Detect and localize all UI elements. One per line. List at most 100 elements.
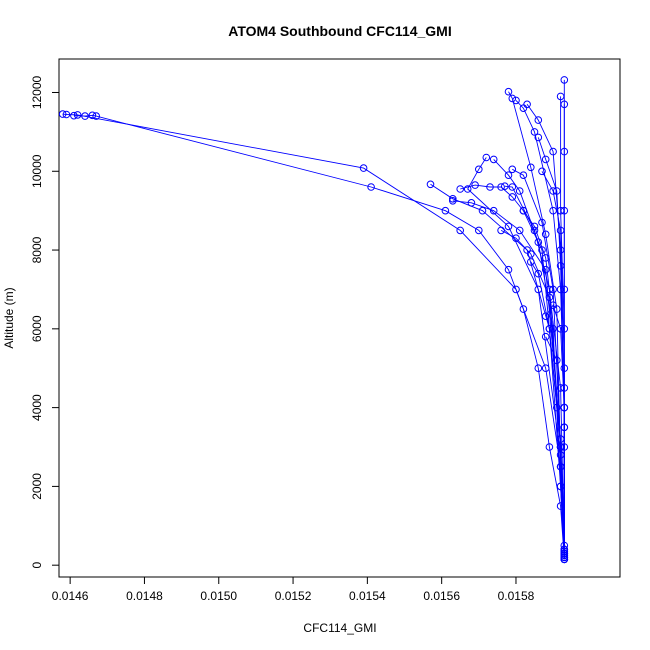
x-tick-label: 0.0150 <box>200 589 237 603</box>
x-axis: 0.0146 0.0148 0.0150 0.0152 0.0154 0.0156 0.01… <box>52 576 535 603</box>
data-point <box>545 443 554 451</box>
data-point <box>62 110 71 119</box>
series-line <box>530 261 565 556</box>
data-point <box>504 222 513 231</box>
data-point <box>449 197 457 205</box>
data-point <box>560 384 569 392</box>
data-point <box>478 206 487 215</box>
y-tick-label: 2000 <box>30 473 44 500</box>
x-tick-label: 0.0148 <box>126 589 163 603</box>
series-line <box>508 91 565 554</box>
chart-title: ATOM4 Southbound CFC114_GMI <box>228 23 452 39</box>
data-point <box>70 111 78 120</box>
data-point <box>58 110 67 118</box>
data-point <box>456 226 465 235</box>
data-point <box>534 364 543 373</box>
data-point <box>530 222 539 231</box>
data-point <box>538 167 546 176</box>
data-point <box>489 155 498 164</box>
data-point <box>508 165 517 174</box>
data-point <box>549 187 557 195</box>
data-point <box>471 181 479 189</box>
y-tick-label: 4000 <box>30 394 44 421</box>
data-point <box>549 301 557 310</box>
data-point <box>475 165 483 174</box>
data-point <box>497 183 505 191</box>
data-point <box>556 443 565 451</box>
data-point <box>512 96 520 105</box>
data-point <box>359 164 368 172</box>
y-tick-label: 10000 <box>30 154 44 188</box>
data-point <box>519 171 528 179</box>
data-point <box>482 153 491 162</box>
x-tick-label: 0.0146 <box>52 589 89 603</box>
x-tick-label: 0.0154 <box>349 589 386 603</box>
data-point <box>486 183 494 191</box>
data-point <box>88 111 97 120</box>
data-point <box>560 545 569 554</box>
data-point <box>504 87 513 96</box>
data-point <box>508 193 517 201</box>
y-tick-label: 8000 <box>30 236 44 263</box>
data-point <box>426 180 435 189</box>
data-point <box>541 312 550 321</box>
data-point <box>549 147 557 156</box>
data-point <box>508 94 517 103</box>
data-point <box>515 187 524 195</box>
y-axis-label: Altitude (m) <box>2 287 16 348</box>
data-point <box>534 133 543 142</box>
series-line <box>523 210 565 554</box>
data-point <box>512 285 520 294</box>
data-point <box>527 250 535 258</box>
data-point <box>541 230 550 239</box>
data-point <box>475 226 483 235</box>
data-point <box>527 258 535 266</box>
x-axis-label: CFC114_GMI <box>303 621 376 635</box>
data-point <box>367 183 375 191</box>
data-point <box>449 195 457 203</box>
data-point <box>541 155 550 164</box>
data-point <box>534 116 543 124</box>
y-axis: 0 2000 4000 6000 8000 10000 12000 <box>30 75 60 569</box>
y-tick-label: 12000 <box>30 75 44 109</box>
series-line <box>73 114 565 560</box>
data-point <box>504 265 513 274</box>
data-point <box>534 269 543 278</box>
data-point <box>560 76 569 84</box>
data-point <box>541 254 550 262</box>
data-point <box>545 293 554 302</box>
data-point <box>456 185 465 193</box>
x-tick-label: 0.0152 <box>275 589 312 603</box>
y-tick-label: 0 <box>30 562 44 569</box>
data-point <box>519 206 528 215</box>
data-point <box>523 100 531 109</box>
data-point <box>501 182 509 190</box>
data-point <box>534 238 543 246</box>
data-point <box>530 128 539 136</box>
x-tick-label: 0.0158 <box>498 589 535 603</box>
data-point <box>545 325 554 333</box>
data-point <box>527 163 535 172</box>
data-point <box>541 332 550 341</box>
data-point <box>441 206 450 215</box>
data-point <box>92 112 100 120</box>
series-layer <box>58 76 569 564</box>
data-point <box>508 183 517 191</box>
data-point <box>553 356 561 365</box>
y-tick-label: 6000 <box>30 315 44 342</box>
data-point <box>515 226 524 235</box>
data-point <box>560 549 569 558</box>
data-point <box>73 111 82 119</box>
x-tick-label: 0.0156 <box>423 589 460 603</box>
data-point <box>560 100 569 109</box>
data-point <box>497 226 505 235</box>
data-point <box>489 206 498 215</box>
series-line <box>460 184 565 556</box>
data-point <box>560 553 569 562</box>
data-point <box>560 206 569 215</box>
data-point <box>512 234 520 242</box>
data-point <box>463 185 472 193</box>
data-point <box>467 199 476 207</box>
